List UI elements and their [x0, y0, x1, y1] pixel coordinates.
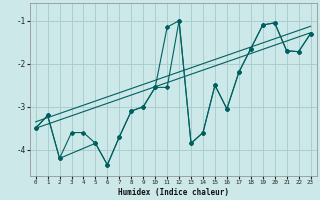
X-axis label: Humidex (Indice chaleur): Humidex (Indice chaleur) [118, 188, 228, 197]
